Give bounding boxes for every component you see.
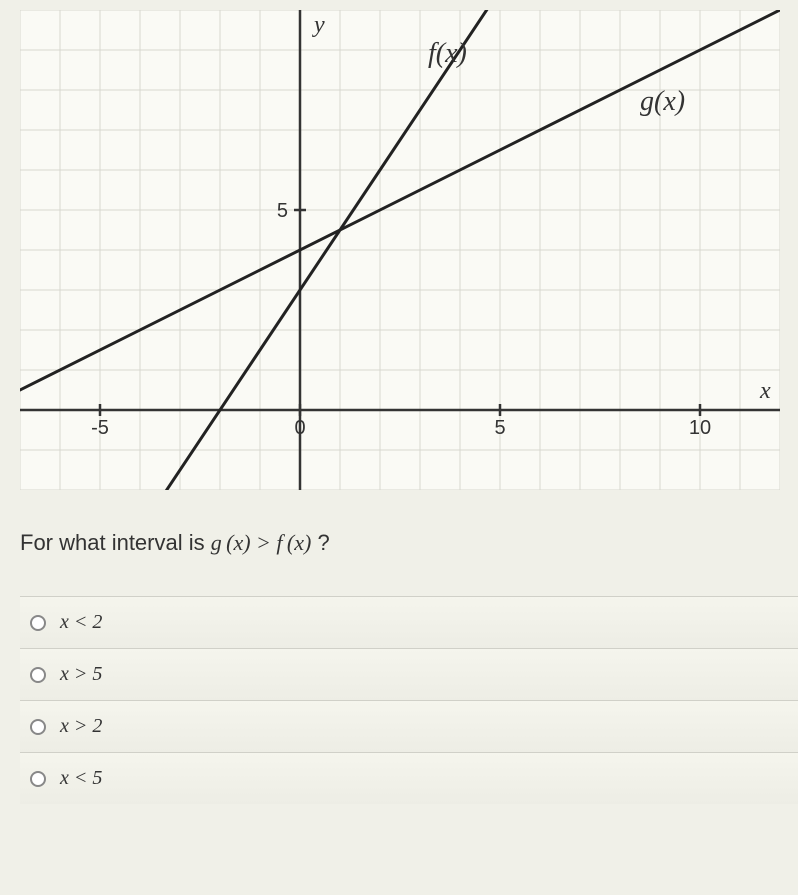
question-text: For what interval is g (x) > f (x) ? [20, 530, 798, 556]
option-row[interactable]: x > 2 [20, 700, 798, 752]
svg-text:x: x [759, 378, 771, 404]
svg-text:-5: -5 [91, 417, 109, 439]
radio-icon[interactable] [30, 615, 46, 631]
question-prefix: For what interval is [20, 530, 211, 555]
options-list: x < 2 x > 5 x > 2 x < 5 [20, 596, 798, 804]
option-label: x < 5 [60, 767, 102, 790]
coordinate-graph: -5 0 5 10 5 x y f(x) g(x) [20, 10, 780, 490]
option-label: x > 5 [60, 663, 102, 686]
radio-icon[interactable] [30, 719, 46, 735]
radio-icon[interactable] [30, 771, 46, 787]
option-row[interactable]: x < 2 [20, 596, 798, 648]
option-row[interactable]: x < 5 [20, 752, 798, 804]
option-label: x > 2 [60, 715, 102, 738]
svg-text:f(x): f(x) [428, 38, 467, 69]
svg-text:5: 5 [277, 200, 288, 222]
svg-text:5: 5 [494, 417, 505, 439]
radio-icon[interactable] [30, 667, 46, 683]
question-suffix: ? [317, 530, 329, 555]
graph-panel: -5 0 5 10 5 x y f(x) g(x) [20, 10, 780, 490]
option-label: x < 2 [60, 611, 102, 634]
svg-text:10: 10 [689, 417, 711, 439]
svg-text:y: y [312, 12, 325, 38]
svg-text:g(x): g(x) [640, 86, 685, 117]
option-row[interactable]: x > 5 [20, 648, 798, 700]
question-math: g (x) > f (x) [211, 530, 312, 555]
svg-text:0: 0 [294, 417, 305, 439]
